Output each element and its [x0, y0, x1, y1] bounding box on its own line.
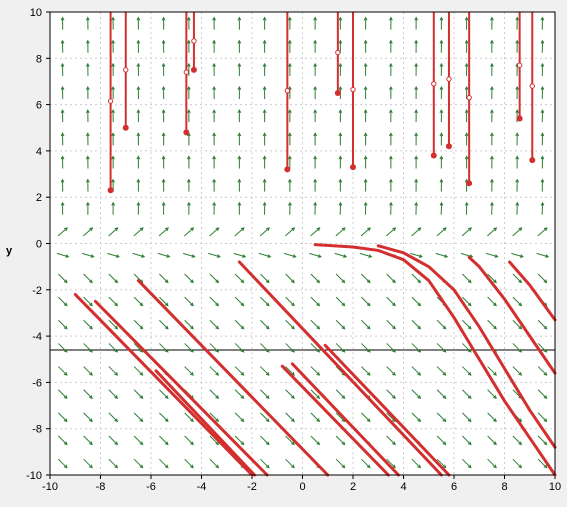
y-tick-label: 8 [36, 53, 42, 65]
y-tick-label: 10 [30, 7, 42, 19]
x-tick-label: -4 [197, 481, 207, 493]
x-tick-label: 4 [400, 481, 406, 493]
x-tick-label: -6 [146, 481, 156, 493]
x-tick-label: -2 [247, 481, 257, 493]
y-tick-label: 0 [36, 239, 42, 251]
x-tick-label: 0 [299, 481, 305, 493]
y-tick-label: -6 [32, 377, 42, 389]
x-tick-label: -10 [42, 481, 58, 493]
y-axis-label: y [6, 245, 12, 257]
x-tick-label: 2 [350, 481, 356, 493]
x-tick-label: 10 [549, 481, 561, 493]
x-tick-label: 8 [501, 481, 507, 493]
x-tick-label: 6 [451, 481, 457, 493]
y-tick-label: 6 [36, 100, 42, 112]
y-tick-label: 4 [36, 146, 42, 158]
vector-field-plot: -10 -8 -6 -4 -2 0 2 4 6 8 10 -10 -8 -6 -4 -2 0 2 4 6 8 10 [0, 0, 567, 507]
y-tick-label: -2 [32, 285, 42, 297]
y-tick-label: 2 [36, 192, 42, 204]
y-tick-label: -10 [26, 470, 42, 482]
y-tick-label: -8 [32, 424, 42, 436]
x-tick-label: -8 [96, 481, 106, 493]
y-tick-label: -4 [32, 331, 42, 343]
